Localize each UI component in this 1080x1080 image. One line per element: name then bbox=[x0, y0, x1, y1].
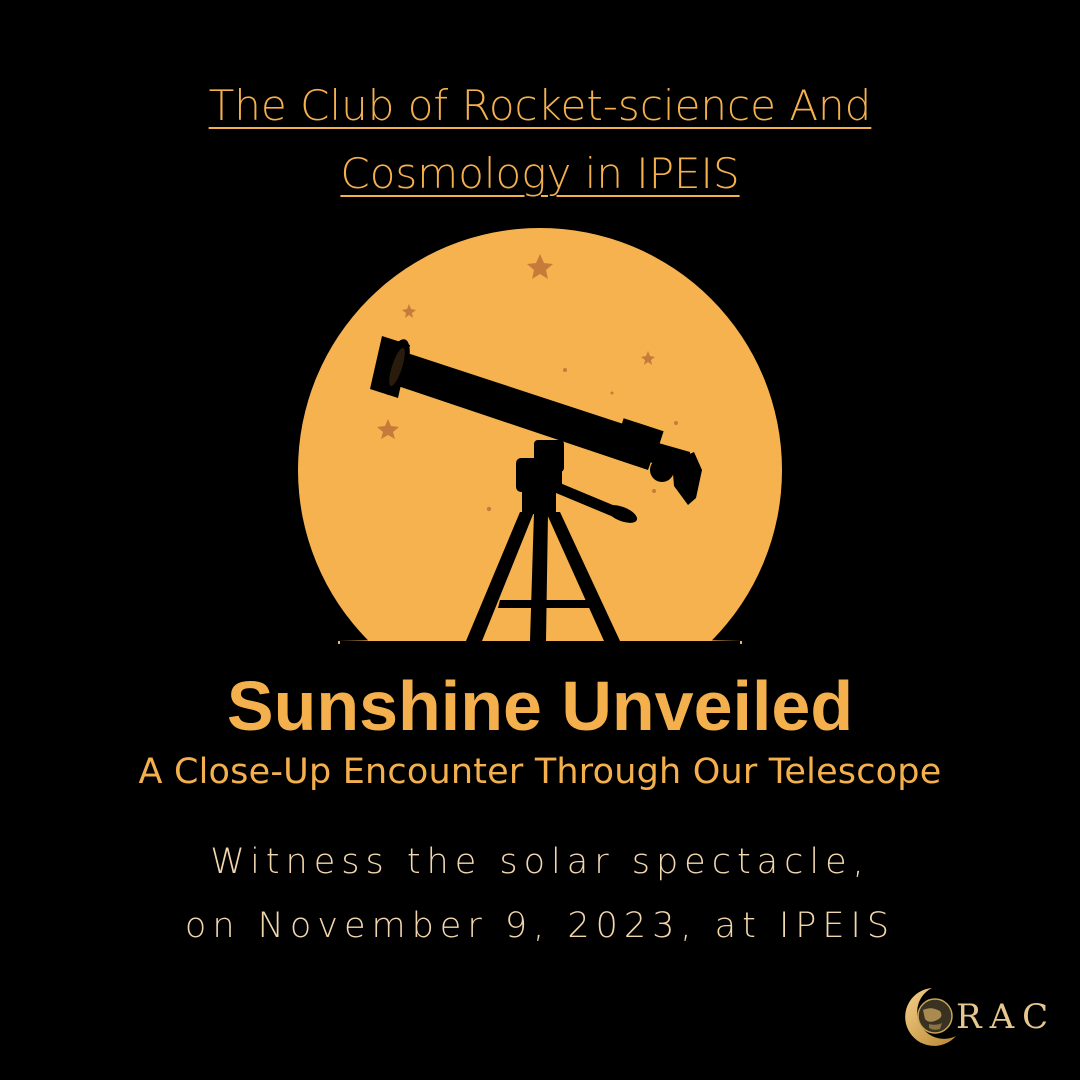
club-title-line2: Cosmology in IPEIS bbox=[340, 149, 740, 198]
event-details: Witness the solar spectacle, on November… bbox=[0, 830, 1080, 958]
event-title: Sunshine Unveiled bbox=[226, 667, 854, 745]
event-subtitle: A Close-Up Encounter Through Our Telesco… bbox=[138, 752, 942, 792]
crescent-moon-globe-icon bbox=[905, 988, 956, 1046]
club-title-line1: The Club of Rocket-science And bbox=[208, 81, 872, 130]
event-detail-line1: Witness the solar spectacle, bbox=[210, 842, 870, 882]
crac-logo: RAC bbox=[896, 984, 1066, 1056]
star-icon bbox=[377, 254, 678, 512]
logo-text: RAC bbox=[956, 997, 1057, 1037]
telescope-silhouette-icon bbox=[370, 336, 702, 641]
event-detail-line2: on November 9, 2023, at IPEIS bbox=[184, 906, 896, 946]
club-title: The Club of Rocket-science And Cosmology… bbox=[0, 72, 1080, 208]
